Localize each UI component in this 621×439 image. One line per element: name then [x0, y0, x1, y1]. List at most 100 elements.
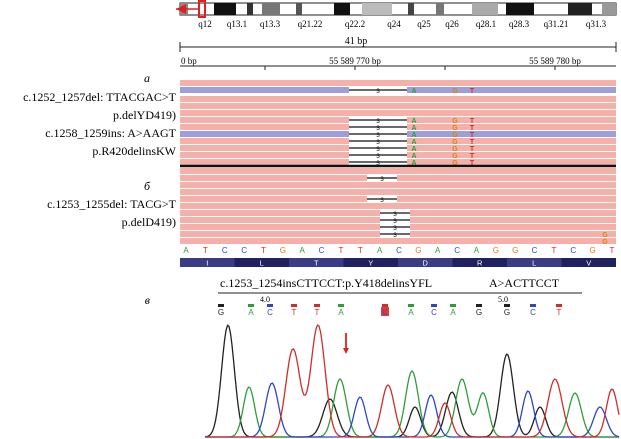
sequence-base: A: [435, 246, 441, 255]
amino-acid-block: [452, 258, 507, 267]
amino-acid-label: L: [532, 259, 536, 268]
amino-acid-label: D: [423, 259, 429, 268]
base-call: A: [450, 308, 456, 317]
panel-b-del-label: c.1253_1255del: TACG>T: [47, 197, 177, 211]
panel-a-del-protein: p.delYD419): [113, 108, 176, 122]
panel-c: в c.1253_1254insCTTCCT:p.Y418delinsYFL A…: [145, 276, 620, 438]
mismatch-base: T: [470, 88, 475, 95]
sequence-base: G: [512, 246, 518, 255]
base-call: T: [557, 308, 562, 317]
panel-c-letter: в: [145, 293, 150, 307]
amino-acid-label: I: [206, 259, 208, 268]
amino-acid-block: [289, 258, 344, 267]
base-call: G: [504, 308, 510, 317]
sequence-base: A: [377, 246, 383, 255]
sequence-base: C: [532, 246, 538, 255]
band-label: q24: [387, 19, 401, 29]
base-call: T: [383, 308, 388, 317]
sequence-base: T: [261, 246, 266, 255]
read-row: [180, 175, 616, 181]
sequence-base: T: [203, 246, 208, 255]
band-label: q21.22: [298, 19, 323, 29]
gap-length-label: 3: [376, 88, 380, 95]
gap-length-label: 3: [376, 160, 380, 167]
read-row: [180, 96, 616, 102]
mismatch-base: A: [411, 118, 416, 125]
chromosome-ideogram: q12 q13.1 q13.3 q21.22 q22.2 q24 q25 q26 q28.1 q2…: [176, 0, 617, 29]
sequence-base: T: [358, 246, 363, 255]
base-calls: G A C T T A CT A C A G G C T: [218, 304, 562, 317]
sequence-base: A: [183, 246, 189, 255]
base-call: C: [431, 308, 437, 317]
sequence-base: T: [338, 246, 343, 255]
arrow-down-icon: [343, 348, 349, 354]
read-row: [180, 189, 616, 195]
amino-acid-block: [507, 258, 562, 267]
sequence-base: T: [551, 246, 556, 255]
position-4: 4.0: [260, 295, 270, 304]
mismatch-base: G: [452, 139, 458, 146]
amino-acid-label: V: [586, 259, 591, 268]
mismatch-base: G: [452, 118, 458, 125]
mismatch-base: G: [602, 239, 608, 246]
panel-a-ins-protein: p.R420delinsKW: [92, 144, 176, 158]
band-label: q13.3: [260, 19, 281, 29]
mismatch-base: T: [470, 153, 475, 160]
mismatch-base: G: [452, 160, 458, 167]
read-row: [180, 110, 616, 116]
mismatch-base: G: [452, 146, 458, 153]
mismatch-base: G: [452, 153, 458, 160]
gap-length-label: 3: [376, 139, 380, 146]
base-call: T: [292, 308, 297, 317]
sequence-base: G: [280, 246, 286, 255]
base-call: C: [382, 308, 388, 317]
sequence-base: C: [396, 246, 402, 255]
amino-acid-block: [398, 258, 453, 267]
read-row: [180, 203, 616, 209]
amino-acid-block: [234, 258, 289, 267]
mismatch-base: G: [452, 132, 458, 139]
mismatch-base: A: [411, 125, 416, 132]
amino-acid-label: Y: [368, 259, 373, 268]
band-label: q31.21: [544, 19, 569, 29]
ruler-left-label: 0 bp: [181, 56, 197, 66]
base-call: C: [530, 308, 536, 317]
gap-length-label: 3: [376, 125, 380, 132]
gap-length-label: 3: [376, 118, 380, 125]
gap-length-label: 3: [393, 232, 397, 239]
base-call: A: [408, 308, 414, 317]
read-row: [180, 80, 616, 86]
mismatch-base: T: [470, 132, 475, 139]
band-label: q28.1: [476, 19, 496, 29]
gap-length-label: 3: [393, 218, 397, 225]
mismatch-base: G: [602, 232, 608, 239]
gap-length-label: 3: [393, 225, 397, 232]
base-call: G: [218, 308, 224, 317]
mismatch-base: T: [470, 125, 475, 132]
mismatch-base: A: [411, 153, 416, 160]
amino-acid-block: [561, 258, 616, 267]
sequence-base: C: [241, 246, 247, 255]
amino-acid-label: L: [260, 259, 264, 268]
read-row: [180, 238, 616, 244]
mismatch-base: T: [470, 139, 475, 146]
ruler: 41 bp 0 bp 55 589 770 bp 55 589 780 bp: [179, 36, 617, 70]
sequence-base: C: [570, 246, 576, 255]
base-call: A: [338, 308, 344, 317]
mismatch-base: T: [470, 146, 475, 153]
band-label: q12: [198, 19, 212, 29]
mismatch-base: G: [452, 88, 458, 95]
ruler-mid-label: 55 589 770 bp: [329, 56, 381, 66]
sequence-base: G: [590, 246, 596, 255]
panel-a-del-label: c.1252_1257del: TTACGAC>T: [23, 90, 177, 104]
sequence-base: C: [454, 246, 460, 255]
mismatch-base: A: [411, 139, 416, 146]
mismatch-base: A: [411, 146, 416, 153]
base-call: A: [248, 308, 254, 317]
panel-c-title-right: A>ACTTCCT: [489, 276, 560, 290]
mismatch-base: T: [470, 160, 475, 167]
read-row: [180, 182, 616, 188]
mismatch-base: A: [411, 88, 416, 95]
gap-length-label: 3: [376, 132, 380, 139]
